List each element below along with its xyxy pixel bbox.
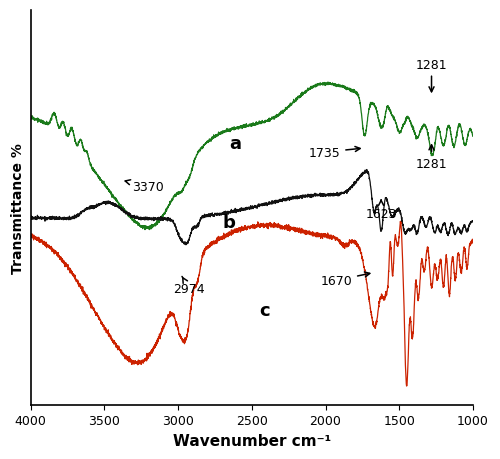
Text: c: c <box>259 301 270 319</box>
Y-axis label: Transmittance %: Transmittance % <box>11 143 25 273</box>
Text: a: a <box>230 134 241 153</box>
Text: 1623: 1623 <box>366 201 397 220</box>
X-axis label: Wavenumber cm⁻¹: Wavenumber cm⁻¹ <box>172 433 331 448</box>
Text: 1735: 1735 <box>308 146 360 159</box>
Text: 1281: 1281 <box>416 58 448 93</box>
Text: b: b <box>222 213 235 231</box>
Text: 3370: 3370 <box>125 180 164 194</box>
Text: 2974: 2974 <box>173 277 204 295</box>
Text: 1670: 1670 <box>320 272 370 287</box>
Text: 1281: 1281 <box>416 146 448 171</box>
